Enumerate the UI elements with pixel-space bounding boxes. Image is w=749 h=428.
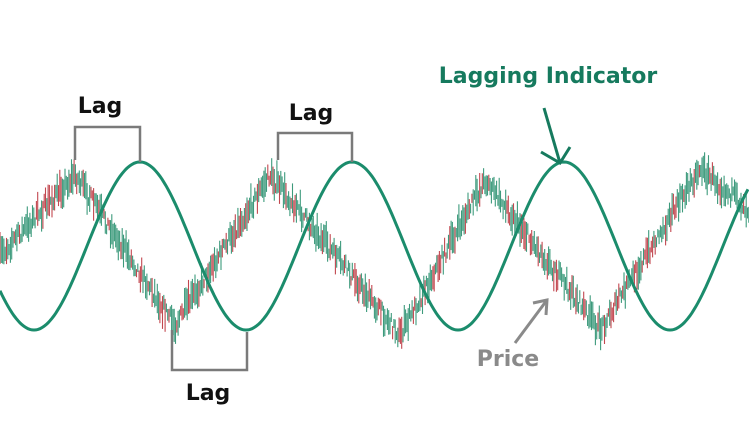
lagging-indicator-curve — [0, 160, 749, 332]
price-arrow-icon — [513, 298, 549, 344]
lag-bracket-top-middle — [276, 131, 354, 162]
price-series — [0, 152, 749, 351]
lagging-indicator-label: Lagging Indicator — [439, 64, 658, 89]
lag-bracket-bottom — [170, 330, 249, 372]
price-label: Price — [477, 347, 539, 372]
lag-label-top-left: Lag — [78, 94, 123, 119]
lag-bracket-top-left — [73, 125, 142, 162]
lag-label-top-middle: Lag — [289, 101, 334, 126]
lag-label-bottom: Lag — [186, 381, 231, 406]
indicator-arrow-icon — [540, 107, 572, 166]
